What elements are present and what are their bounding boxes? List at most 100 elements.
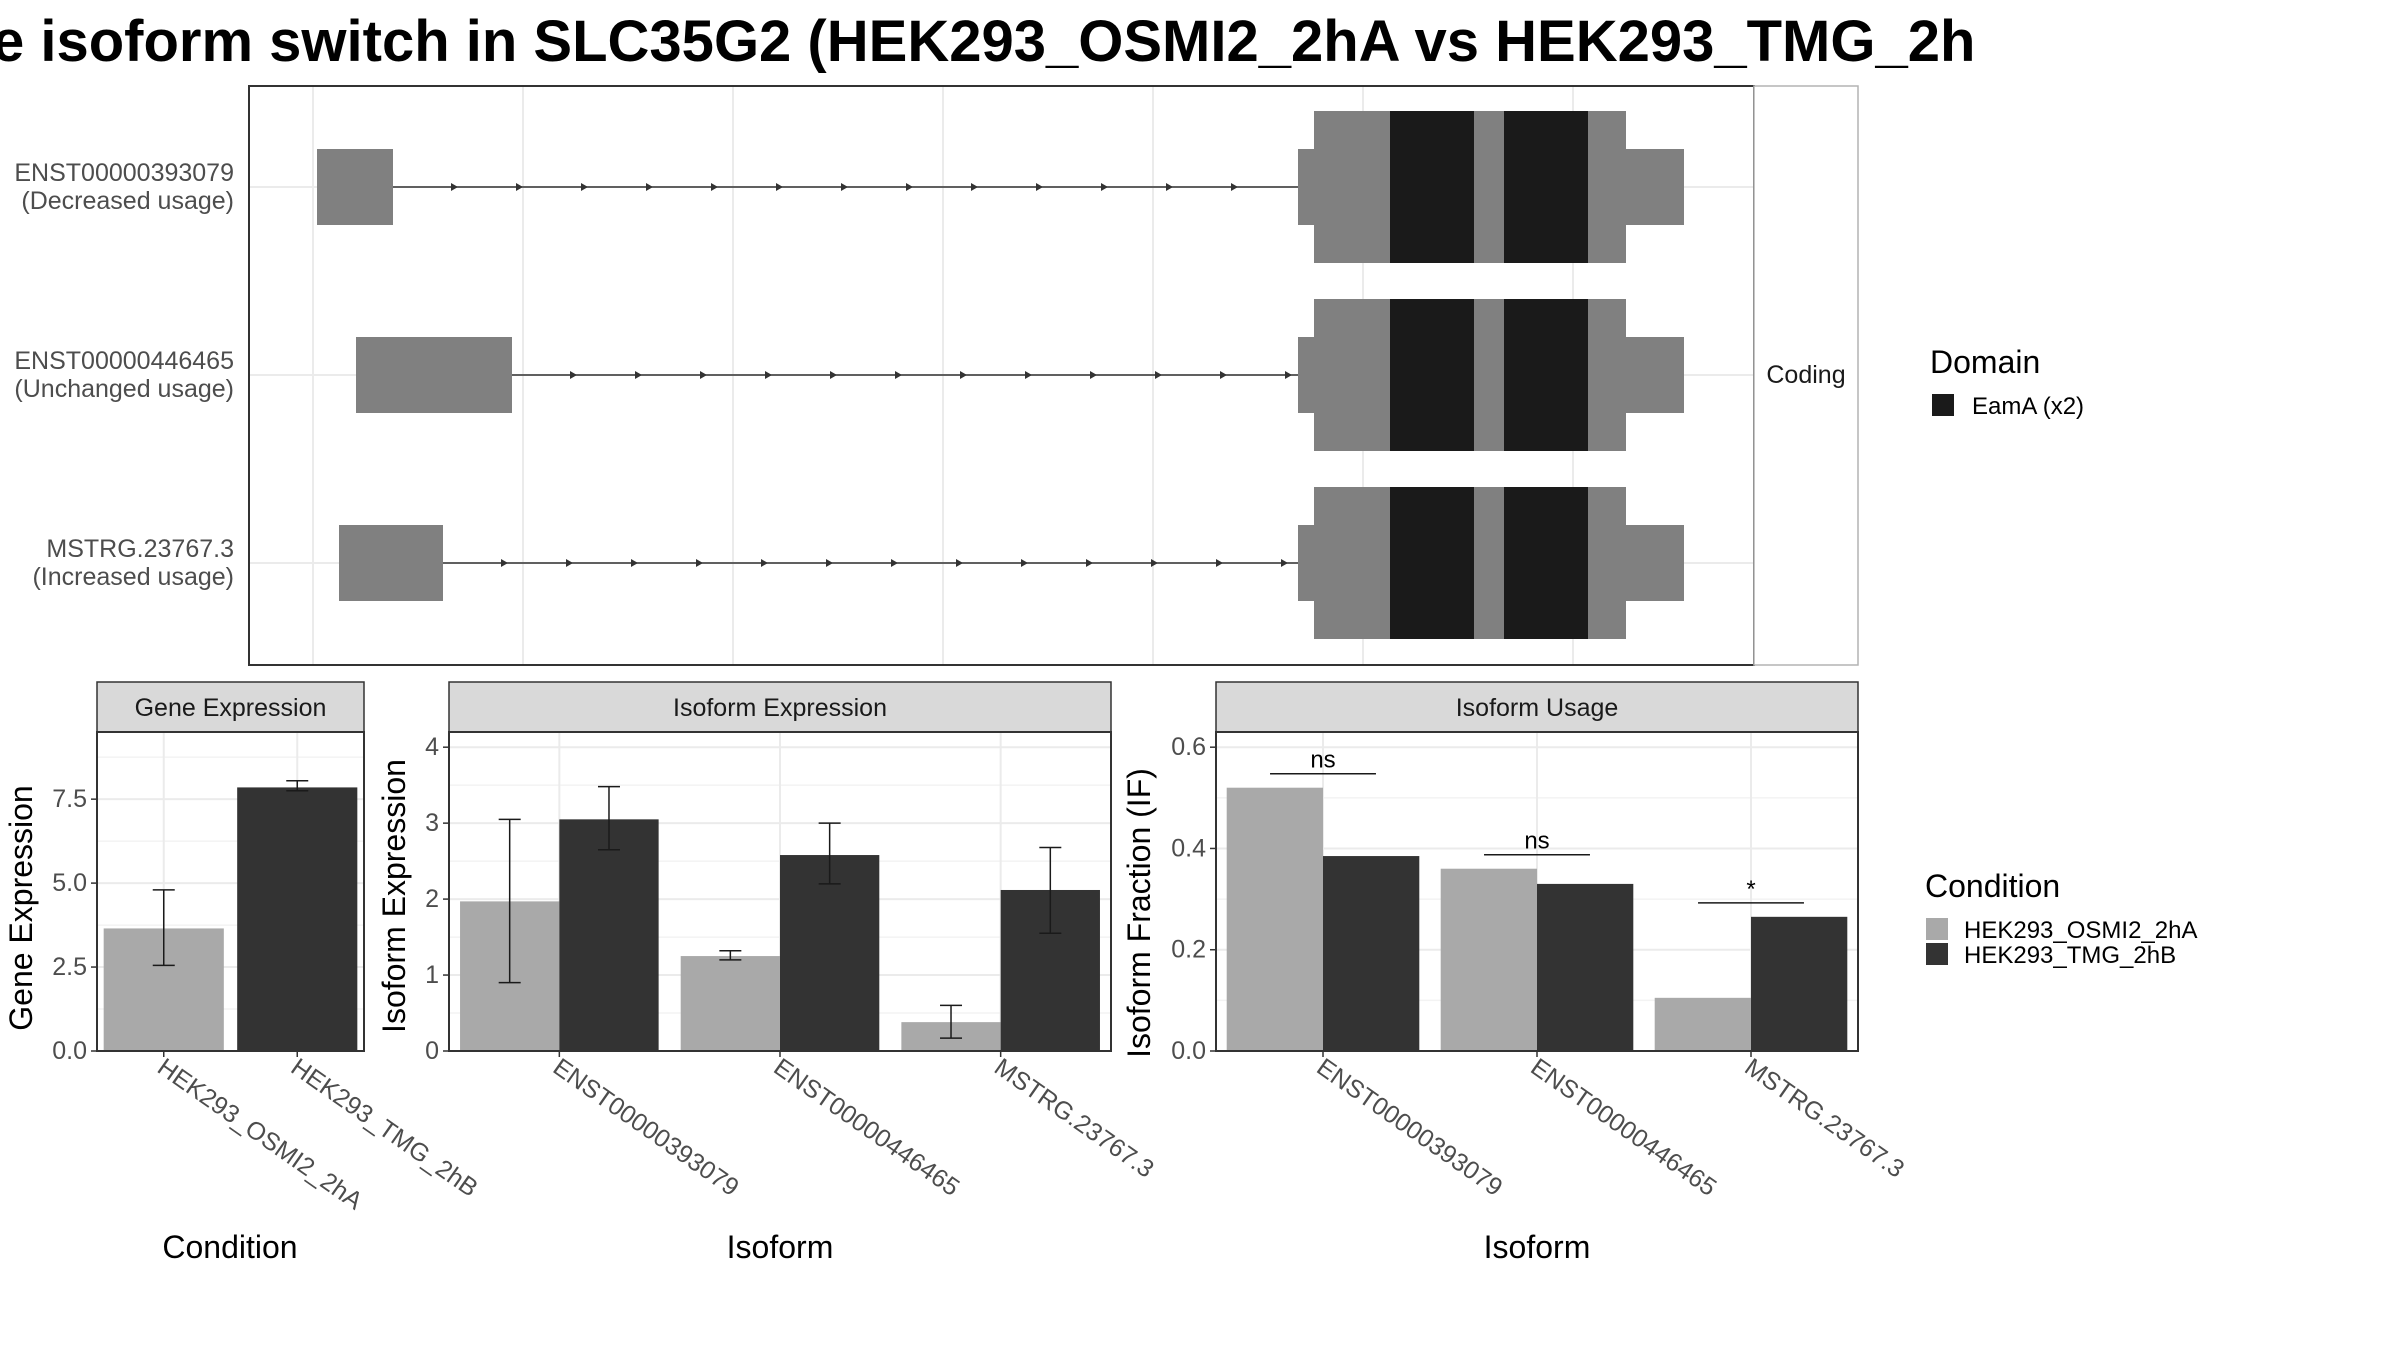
y-tick-label: 5.0: [52, 869, 87, 897]
intron-arrow: [891, 559, 898, 567]
isoform-expression-plot: 0 1 2 3 4 ENST00000393079 ENST00000446465 MSTRG…: [425, 731, 1159, 1202]
condition-legend-label-b: HEK293_TMG_2hB: [1964, 942, 2176, 969]
intron-arrow: [895, 371, 902, 379]
bar: [1323, 856, 1420, 1051]
intron-arrow: [971, 183, 978, 191]
bar: [1537, 883, 1634, 1051]
gene-expression-xlabel: Condition: [162, 1229, 297, 1265]
intron-arrow: [761, 559, 768, 567]
isoform-usage-plot: 0.0 0.2 0.4 0.6 ns ENST00000393079 ns ENST00000…: [1171, 731, 1910, 1202]
utr-exon: [1618, 337, 1684, 413]
y-tick-label: 0.4: [1171, 834, 1206, 862]
intron-arrow: [700, 371, 707, 379]
utr-exon: [339, 525, 443, 601]
intron-arrow: [1281, 559, 1288, 567]
bar: [1440, 868, 1537, 1051]
y-tick-label: 0.0: [1171, 1037, 1206, 1065]
bar: [680, 956, 780, 1051]
y-tick-label: 0.2: [1171, 936, 1206, 964]
gene-expression-ylabel: Gene Expression: [3, 785, 39, 1030]
x-tick-label: ENST00000393079: [1312, 1053, 1508, 1202]
isoform-expression-panel: Isoform Expression 0 1 2 3 4 ENST00000393079 E…: [376, 681, 1159, 1265]
significance-label: ns: [1310, 747, 1335, 774]
isoform-usage-label: (Decreased usage): [21, 187, 234, 215]
intron-arrow: [501, 559, 508, 567]
intron-arrow: [826, 559, 833, 567]
y-tick-label: 0.0: [52, 1037, 87, 1065]
intron-arrow: [956, 559, 963, 567]
y-tick-label: 3: [425, 809, 439, 837]
isoform-expression-xlabel: Isoform: [727, 1229, 834, 1265]
condition-legend-key-a: [1926, 918, 1948, 940]
intron-arrow: [1090, 371, 1097, 379]
x-tick-label: ENST00000446465: [769, 1053, 965, 1202]
x-tick-label: MSTRG.23767.3: [1740, 1053, 1910, 1184]
transcript-panel: Coding ENST00000393079 (Decreased usage)…: [14, 85, 1859, 666]
isoform-label: MSTRG.23767.3: [46, 535, 234, 563]
isoform-expression-title: Isoform Expression: [673, 694, 887, 722]
intron-arrow: [711, 183, 718, 191]
plot-border: [1215, 731, 1859, 1052]
bar: [1751, 916, 1848, 1051]
intron-arrow: [841, 183, 848, 191]
eama-domain: [1390, 299, 1474, 451]
intron-arrow: [1101, 183, 1108, 191]
isoform-expression-ylabel: Isoform Expression: [376, 759, 412, 1033]
intron-arrow: [1231, 183, 1238, 191]
domain-legend: Domain EamA (x2): [1930, 344, 2084, 420]
y-tick-label: 7.5: [52, 785, 87, 813]
isoform-label: ENST00000446465: [14, 347, 234, 375]
significance-label: ns: [1524, 828, 1549, 855]
domain-legend-key: [1932, 394, 1954, 416]
domain-legend-title: Domain: [1930, 344, 2040, 380]
intron-arrow: [451, 183, 458, 191]
bar: [559, 819, 659, 1051]
intron-arrow: [516, 183, 523, 191]
intron-arrow: [830, 371, 837, 379]
y-tick-label: 0.6: [1171, 733, 1206, 761]
utr-exon: [1618, 525, 1684, 601]
condition-legend-title: Condition: [1925, 868, 2060, 904]
eama-domain: [1504, 111, 1588, 263]
significance-label: *: [1746, 876, 1755, 903]
intron-arrow: [646, 183, 653, 191]
y-tick-label: 1: [425, 961, 439, 989]
intron-arrow: [906, 183, 913, 191]
bar: [237, 787, 358, 1051]
intron-arrow: [1036, 183, 1043, 191]
gene-expression-plot: 0.02.55.07.5HEK293_OSMI2_2hAHEK293_TMG_2…: [52, 731, 483, 1216]
intron-arrow: [696, 559, 703, 567]
intron-arrow: [1021, 559, 1028, 567]
utr-exon: [356, 337, 512, 413]
bar: [1226, 787, 1323, 1051]
intron-arrow: [1220, 371, 1227, 379]
domain-legend-label: EamA (x2): [1972, 393, 2084, 420]
intron-arrow: [1285, 371, 1292, 379]
intron-arrow: [1151, 559, 1158, 567]
intron-arrow: [1086, 559, 1093, 567]
isoform-usage-label: (Increased usage): [32, 563, 234, 591]
utr-exon: [1618, 149, 1684, 225]
bar: [1654, 997, 1751, 1051]
intron-arrow: [1155, 371, 1162, 379]
plot-border: [96, 731, 365, 1052]
intron-arrow: [960, 371, 967, 379]
y-tick-label: 2.5: [52, 953, 87, 981]
intron-arrow: [581, 183, 588, 191]
intron-arrow: [765, 371, 772, 379]
intron-arrow: [1166, 183, 1173, 191]
eama-domain: [1390, 111, 1474, 263]
isoform-usage-strip: [1215, 681, 1859, 733]
intron-arrow: [566, 559, 573, 567]
gene-expression-strip: [96, 681, 365, 733]
intron-arrow: [635, 371, 642, 379]
x-tick-label: MSTRG.23767.3: [989, 1053, 1159, 1184]
coding-strip-label: Coding: [1766, 361, 1845, 389]
intron-arrow: [570, 371, 577, 379]
y-tick-label: 0: [425, 1037, 439, 1065]
isoform-usage-panel: Isoform Usage 0.0 0.2 0.4 0.6 ns ENST00000393…: [1121, 681, 1910, 1265]
eama-domain: [1390, 487, 1474, 639]
intron-arrow: [776, 183, 783, 191]
isoform-expression-strip: [448, 681, 1112, 733]
condition-legend: Condition HEK293_OSMI2_2hA HEK293_TMG_2h…: [1925, 868, 2197, 969]
